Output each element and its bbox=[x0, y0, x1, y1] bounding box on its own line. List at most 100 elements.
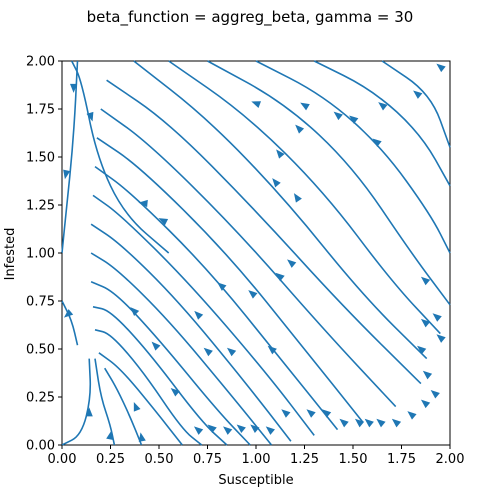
flow-arrow bbox=[63, 309, 74, 318]
flow-arrow bbox=[276, 149, 285, 159]
streamline bbox=[381, 60, 451, 148]
flow-arrow bbox=[436, 63, 446, 73]
streamline bbox=[61, 300, 79, 346]
streamline bbox=[207, 60, 451, 306]
flow-arrow bbox=[193, 426, 204, 435]
flow-arrow bbox=[170, 387, 180, 397]
streamline bbox=[61, 60, 79, 254]
flow-arrow bbox=[138, 432, 146, 442]
flow-arrow bbox=[354, 418, 365, 428]
flow-arrow bbox=[138, 199, 148, 208]
flow-arrow bbox=[217, 282, 227, 291]
streamline bbox=[106, 79, 422, 385]
streamline bbox=[313, 60, 451, 187]
flow-arrow bbox=[349, 115, 359, 124]
flow-arrow bbox=[248, 290, 258, 299]
flow-arrow bbox=[407, 411, 417, 420]
streamline bbox=[90, 223, 292, 442]
flow-arrow bbox=[436, 334, 446, 343]
streamline bbox=[104, 367, 143, 446]
y-tick-label: 0.75 bbox=[26, 295, 55, 310]
flow-arrow bbox=[251, 101, 262, 108]
flow-arrow bbox=[413, 90, 423, 99]
flow-arrow bbox=[281, 409, 291, 418]
flow-arrow bbox=[236, 424, 246, 434]
flow-arrow bbox=[339, 418, 349, 428]
streamline bbox=[61, 358, 92, 446]
flow-arrow bbox=[364, 418, 374, 428]
flow-arrow bbox=[158, 218, 169, 226]
streamline bbox=[100, 108, 397, 408]
flow-arrow bbox=[300, 102, 310, 111]
x-tick-label: 1.00 bbox=[242, 452, 271, 467]
flow-arrow bbox=[295, 124, 305, 134]
flow-arrow bbox=[275, 272, 285, 282]
flow-arrow bbox=[69, 83, 78, 93]
streamlines bbox=[61, 60, 451, 446]
flow-arrow bbox=[430, 389, 440, 399]
x-tick-label: 1.25 bbox=[290, 452, 319, 467]
streamline bbox=[90, 252, 273, 446]
flow-arrow bbox=[133, 401, 141, 412]
x-tick-label: 0.25 bbox=[96, 452, 125, 467]
x-axis-label: Susceptible bbox=[218, 473, 293, 488]
streamline bbox=[94, 329, 203, 446]
x-tick-label: 1.75 bbox=[387, 452, 416, 467]
flow-arrow bbox=[293, 193, 302, 203]
y-tick-label: 1.50 bbox=[26, 151, 55, 166]
x-tick-label: 0.75 bbox=[193, 452, 222, 467]
flow-arrow bbox=[151, 341, 161, 351]
flow-arrows bbox=[63, 63, 446, 442]
x-tick-label: 0.00 bbox=[48, 452, 77, 467]
flow-arrow bbox=[63, 169, 71, 180]
streamline bbox=[90, 281, 251, 446]
flow-arrow bbox=[420, 276, 431, 286]
flow-arrow bbox=[420, 399, 431, 409]
flow-arrow bbox=[267, 345, 277, 355]
y-tick-label: 2.00 bbox=[26, 55, 55, 70]
flow-arrow bbox=[372, 138, 382, 147]
flow-arrow bbox=[226, 347, 237, 357]
flow-arrow bbox=[265, 426, 275, 435]
y-tick-label: 0.50 bbox=[26, 343, 55, 358]
flow-arrow bbox=[86, 111, 94, 122]
x-axis-ticks: 0.00 0.25 0.50 0.75 1.00 1.25 1.50 1.75 2.00 bbox=[48, 445, 464, 467]
streamline bbox=[96, 137, 364, 423]
streamline bbox=[98, 352, 183, 446]
flow-arrow bbox=[203, 347, 213, 357]
y-axis-ticks: 0.00 0.25 0.50 0.75 1.00 1.25 1.50 1.75 2.00 bbox=[26, 55, 62, 454]
plot-area bbox=[61, 60, 451, 446]
chart-title: beta_function = aggreg_beta, gamma = 30 bbox=[87, 8, 414, 27]
flow-arrow bbox=[420, 318, 431, 328]
flow-arrow bbox=[391, 418, 402, 428]
flow-arrow bbox=[85, 407, 93, 417]
flow-arrow bbox=[194, 310, 204, 320]
y-tick-label: 0.25 bbox=[26, 391, 55, 406]
flow-arrow bbox=[207, 424, 217, 434]
flow-arrow bbox=[250, 424, 260, 434]
flow-arrow bbox=[130, 307, 140, 316]
y-tick-label: 1.00 bbox=[26, 247, 55, 262]
flow-arrow bbox=[378, 102, 388, 111]
y-tick-label: 1.75 bbox=[26, 103, 55, 118]
streamline bbox=[94, 165, 339, 431]
flow-arrow bbox=[223, 426, 233, 435]
flow-arrow bbox=[272, 178, 281, 188]
x-tick-label: 0.50 bbox=[145, 452, 174, 467]
flow-arrow bbox=[333, 111, 343, 121]
flow-arrow bbox=[376, 418, 386, 428]
flow-arrow bbox=[306, 409, 316, 418]
flow-arrow bbox=[417, 345, 427, 355]
streamline bbox=[92, 194, 315, 436]
streamline bbox=[168, 60, 441, 335]
flow-arrow bbox=[287, 259, 297, 268]
x-tick-label: 1.50 bbox=[339, 452, 368, 467]
flow-arrow bbox=[422, 370, 433, 380]
flow-arrow bbox=[106, 430, 114, 441]
y-axis-label: Infested bbox=[3, 228, 18, 281]
y-tick-label: 1.25 bbox=[26, 199, 55, 214]
flow-arrow bbox=[321, 409, 332, 418]
flow-arrow bbox=[432, 313, 442, 322]
streamline bbox=[133, 60, 428, 360]
